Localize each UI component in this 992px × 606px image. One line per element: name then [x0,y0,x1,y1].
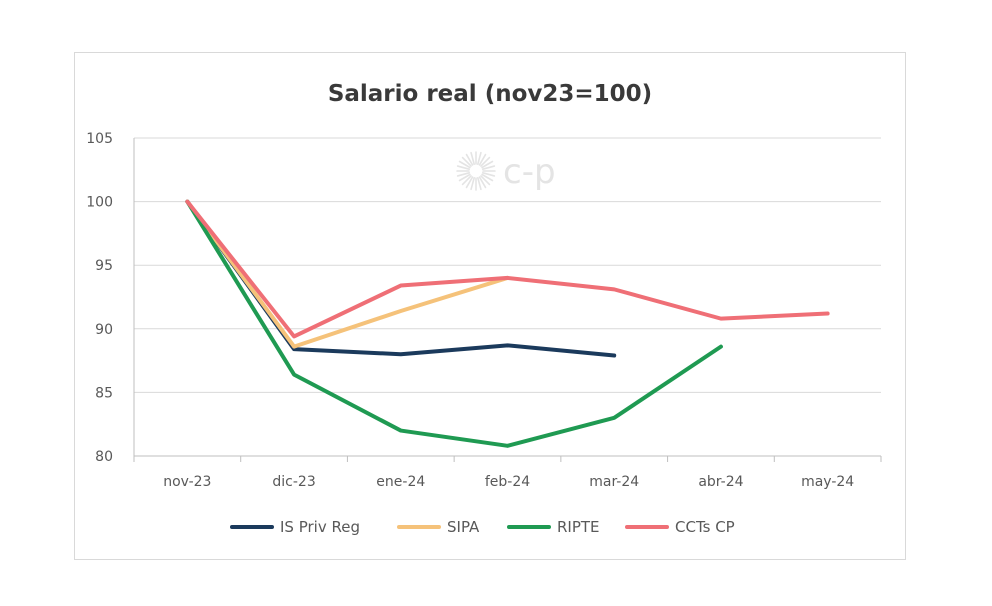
gridlines [133,137,881,457]
x-tick-label: may-24 [801,474,854,490]
sunburst-ray [470,176,475,191]
sunburst-ray [477,151,482,166]
sunburst-ray [478,153,487,166]
sunburst-ray [477,176,482,191]
x-tick-label: nov-23 [163,474,211,490]
series-line-ripte [185,199,723,448]
sunburst-ray [481,172,496,177]
x-axis-ticks: nov-23 dic-23 ene-24 feb-24 mar-24 abr-24 may-… [133,456,882,490]
sunburst-ray [456,172,471,177]
sunburst-ray [461,175,472,186]
sunburst-ray [461,156,472,167]
legend-label: IS Priv Reg [280,518,360,536]
sunburst-ray [480,175,491,186]
legend-label: CCTs CP [675,518,735,536]
y-tick-label: 105 [86,131,113,147]
legend: IS Priv Reg SIPA RIPTE CCTs CP [230,518,735,536]
sunburst-ray [470,151,475,166]
y-tick-label: 100 [86,195,113,211]
series-lines [185,199,830,448]
legend-label: RIPTE [557,518,600,536]
sunburst-ray [481,173,494,182]
sunburst-ray [481,165,496,170]
sunburst-ray [481,160,494,169]
chart-frame: Salario real (nov23=100) c-p 80 85 90 95 100… [74,52,906,560]
sunburst-ray [478,176,487,189]
y-tick-label: 90 [95,322,113,338]
y-tick-label: 80 [95,449,113,465]
x-tick-label: feb-24 [485,474,530,490]
sunburst-ray [458,160,471,169]
legend-label: SIPA [447,518,480,536]
chart-title: Salario real (nov23=100) [328,81,652,107]
series-line-sipa [185,199,510,349]
y-axis-ticks: 80 85 90 95 100 105 [86,131,113,465]
x-tick-label: abr-24 [698,474,743,490]
watermark-logo: c-p [456,151,556,192]
x-tick-label: dic-23 [272,474,315,490]
y-tick-label: 95 [95,258,113,274]
series-line-ccts-cp [185,199,830,339]
sunburst-ray [465,153,474,166]
x-tick-label: mar-24 [589,474,639,490]
watermark-text: c-p [503,152,556,192]
sunburst-ray [456,165,471,170]
x-tick-label: ene-24 [376,474,425,490]
chart: Salario real (nov23=100) c-p 80 85 90 95 100… [86,81,882,536]
sunburst-ray [480,156,491,167]
sunburst-ray [458,173,471,182]
series-line-is-priv-reg [185,199,617,358]
sunburst-icon [456,151,496,191]
sunburst-ray [465,176,474,189]
y-tick-label: 85 [95,385,113,401]
